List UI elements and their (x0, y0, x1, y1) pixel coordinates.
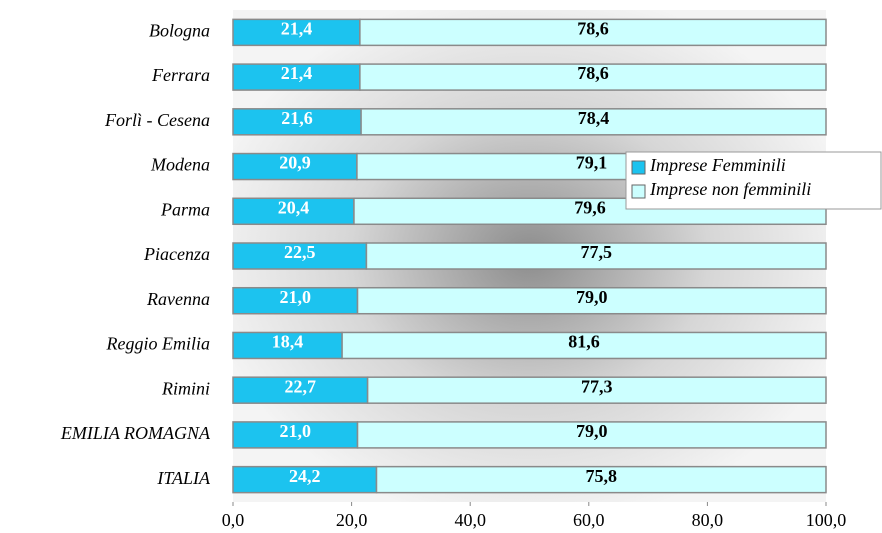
legend-label: Imprese Femminili (649, 155, 786, 175)
value-label: 21,6 (281, 108, 313, 128)
category-label: Ravenna (146, 289, 210, 309)
legend-box (625, 151, 882, 210)
legend-swatch (631, 184, 646, 199)
value-label: 77,3 (581, 376, 613, 396)
bar-segment (359, 63, 827, 91)
x-tick-label: 60,0 (573, 510, 605, 530)
value-label: 78,4 (578, 108, 610, 128)
legend-swatch (631, 160, 646, 175)
bar-segment (365, 242, 827, 270)
category-label: Piacenza (143, 244, 210, 264)
value-label: 22,5 (284, 242, 316, 262)
value-label: 18,4 (272, 332, 304, 352)
legend-label: Imprese non femminili (649, 179, 811, 199)
bar-segment (232, 108, 362, 136)
value-label: 79,6 (574, 197, 606, 217)
value-label: 78,6 (577, 18, 609, 38)
value-label: 79,0 (576, 287, 608, 307)
value-label: 24,2 (289, 466, 321, 486)
x-tick-label: 100,0 (806, 510, 847, 530)
value-label: 22,7 (285, 376, 317, 396)
value-label: 20,4 (278, 197, 310, 217)
bar-segment (359, 18, 827, 47)
category-label: Modena (150, 155, 210, 175)
value-label: 79,0 (576, 421, 608, 441)
bar-segment (232, 465, 378, 494)
category-label: Rimini (161, 378, 210, 398)
category-label: Bologna (149, 20, 210, 40)
value-label: 79,1 (576, 153, 608, 173)
bar-segment (356, 421, 827, 449)
bar-segment (232, 286, 359, 315)
bar-segment (232, 376, 369, 404)
value-label: 21,0 (280, 287, 312, 307)
bar-segment (360, 108, 827, 136)
bar-segment (232, 331, 343, 360)
value-label: 21,0 (280, 421, 312, 441)
bar-segment (375, 465, 827, 494)
value-label: 20,9 (279, 153, 311, 173)
bar-segment (356, 286, 827, 315)
value-label: 21,4 (281, 18, 313, 38)
x-tick-label: 0,0 (222, 510, 245, 530)
bar-segment (232, 197, 355, 226)
bar-segment (341, 331, 827, 360)
category-label: ITALIA (156, 468, 211, 488)
value-label: 21,4 (281, 63, 313, 83)
bar-segment (366, 376, 827, 404)
category-label: Reggio Emilia (106, 334, 210, 354)
value-label: 75,8 (586, 466, 618, 486)
x-tick-label: 20,0 (336, 510, 368, 530)
x-tick-label: 40,0 (454, 510, 486, 530)
value-label: 77,5 (580, 242, 612, 262)
category-label: Ferrara (151, 65, 210, 85)
x-tick-label: 80,0 (692, 510, 724, 530)
category-label: EMILIA ROMAGNA (60, 423, 211, 443)
bar-segment (232, 152, 358, 181)
category-label: Forlì - Cesena (104, 110, 210, 130)
bar-segment (232, 63, 361, 91)
category-label: Parma (160, 199, 210, 219)
bar-segment (232, 242, 368, 270)
value-label: 81,6 (568, 332, 600, 352)
value-label: 78,6 (577, 63, 609, 83)
